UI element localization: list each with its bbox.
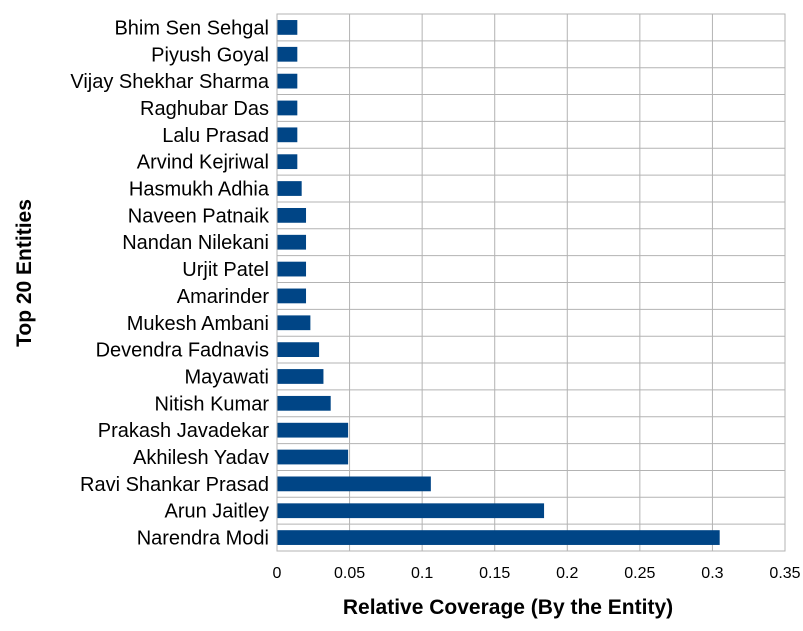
category-label: Nandan Nilekani (122, 232, 269, 254)
category-label: Nitish Kumar (155, 393, 270, 415)
category-label: Mayawati (185, 366, 269, 388)
category-label: Arvind Kejriwal (137, 152, 269, 174)
bar (277, 154, 298, 170)
bar (277, 476, 431, 492)
category-label: Arun Jaitley (165, 501, 270, 523)
category-label: Ravi Shankar Prasad (80, 474, 269, 496)
bar (277, 20, 298, 35)
category-label: Naveen Patnaik (128, 205, 270, 227)
x-tick-label: 0.35 (769, 565, 800, 582)
x-tick-label: 0.05 (334, 565, 365, 582)
category-label: Raghubar Das (140, 98, 269, 120)
bar (277, 261, 307, 277)
bar (277, 207, 307, 223)
bar (277, 315, 311, 331)
category-label: Vijay Shekhar Sharma (70, 71, 270, 93)
x-tick-label: 0.2 (556, 565, 578, 582)
bar (277, 46, 298, 62)
category-label: Piyush Goyal (151, 44, 269, 66)
x-tick-label: 0.15 (479, 565, 510, 582)
category-label: Narendra Modi (137, 528, 269, 550)
category-label: Devendra Fadnavis (96, 340, 269, 362)
bar (277, 127, 298, 143)
x-tick-label: 0.3 (701, 565, 723, 582)
bar (277, 422, 349, 438)
category-label: Mukesh Ambani (127, 313, 269, 335)
bar (277, 234, 307, 250)
bar (277, 100, 298, 116)
grid-lines (276, 13, 786, 552)
bars (277, 20, 720, 545)
category-labels: Bhim Sen Sehgal Piyush Goyal Vijay Shekhar… (70, 17, 270, 549)
category-label: Lalu Prasad (162, 125, 269, 147)
y-axis-title: Top 20 Entities (13, 199, 36, 347)
bar (277, 449, 349, 465)
bar (277, 369, 324, 384)
bar (277, 288, 307, 304)
x-tick-label: 0 (273, 565, 282, 582)
category-label: Amarinder (177, 286, 270, 308)
x-axis-title: Relative Coverage (By the Entity) (343, 596, 673, 619)
category-label: Prakash Javadekar (98, 420, 270, 442)
bar (277, 503, 545, 519)
category-label: Hasmukh Adhia (129, 179, 270, 201)
x-tick-label: 0.1 (411, 565, 433, 582)
bar (277, 181, 302, 196)
bar (277, 530, 720, 545)
category-label: Akhilesh Yadav (133, 447, 269, 469)
bar (277, 73, 298, 89)
bar (277, 395, 331, 411)
bar (277, 342, 320, 358)
category-label: Urjit Patel (182, 259, 269, 281)
category-label: Bhim Sen Sehgal (114, 17, 269, 39)
x-tick-labels: 0 0.05 0.1 0.15 0.2 0.25 0.3 0.35 (273, 565, 801, 582)
plot-border (276, 13, 786, 552)
x-tick-label: 0.25 (624, 565, 655, 582)
